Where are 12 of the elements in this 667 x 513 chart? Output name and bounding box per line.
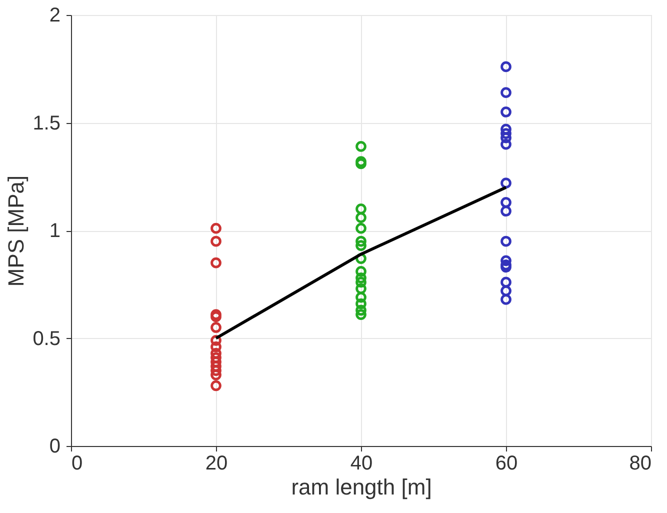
y-tick-label: 1 [49,220,60,242]
x-tick-label: 40 [350,452,373,474]
y-axis-title: MPS [MPa] [4,175,29,287]
y-tick-label: 2 [49,4,60,26]
y-tick-label: 0 [49,436,60,458]
x-tick-label: 80 [629,452,652,474]
y-tick-label: 1.5 [32,112,60,134]
x-axis-title: ram length [m] [291,474,432,500]
x-tick-label: 60 [495,452,518,474]
x-tick-label: 0 [72,452,83,474]
y-tick-label: 0.5 [32,328,60,350]
x-tick-label: 20 [205,452,228,474]
